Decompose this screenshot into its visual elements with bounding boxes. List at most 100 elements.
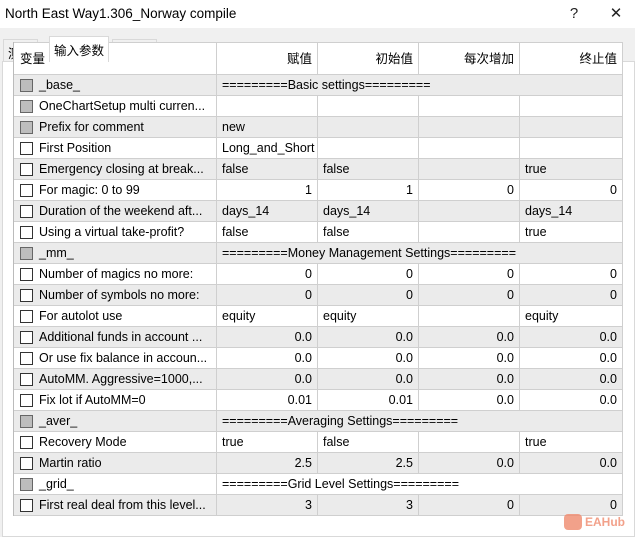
step-cell[interactable]: 0.0	[419, 369, 520, 389]
start-cell[interactable]: 0.0	[318, 348, 419, 368]
checkbox[interactable]	[20, 162, 33, 176]
checkbox[interactable]	[20, 225, 33, 239]
table-row[interactable]: Recovery Mode true false true	[14, 432, 623, 453]
table-row[interactable]: For magic: 0 to 99 1 1 0 0	[14, 180, 623, 201]
stop-cell[interactable]: 0.0	[520, 453, 623, 473]
stop-cell[interactable]: 0	[520, 285, 623, 305]
step-cell[interactable]	[419, 432, 520, 452]
value-cell[interactable]: 1	[217, 180, 318, 200]
stop-cell[interactable]: days_14	[520, 201, 623, 221]
start-cell[interactable]: 0.01	[318, 390, 419, 410]
table-row[interactable]: Martin ratio 2.5 2.5 0.0 0.0	[14, 453, 623, 474]
value-cell[interactable]: days_14	[217, 201, 318, 221]
checkbox[interactable]	[20, 456, 33, 470]
stop-cell[interactable]: 0	[520, 180, 623, 200]
checkbox[interactable]	[20, 393, 33, 407]
start-cell[interactable]: 0.0	[318, 369, 419, 389]
step-cell[interactable]	[419, 222, 520, 242]
stop-cell[interactable]	[520, 117, 623, 137]
table-row[interactable]: Or use fix balance in accoun... 0.0 0.0 0.0…	[14, 348, 623, 369]
start-cell[interactable]	[318, 117, 419, 137]
table-row[interactable]: Number of magics no more: 0 0 0 0	[14, 264, 623, 285]
step-cell[interactable]: 0.0	[419, 390, 520, 410]
start-cell[interactable]: 0	[318, 285, 419, 305]
stop-cell[interactable]: 0.0	[520, 348, 623, 368]
table-row[interactable]: Additional funds in account ... 0.0 0.0 0.0…	[14, 327, 623, 348]
close-button[interactable]: ✕	[609, 5, 623, 22]
step-cell[interactable]: 0	[419, 264, 520, 284]
table-row[interactable]: Number of symbols no more: 0 0 0 0	[14, 285, 623, 306]
value-cell[interactable]: equity	[217, 306, 318, 326]
table-row[interactable]: For autolot use equity equity equity	[14, 306, 623, 327]
checkbox[interactable]	[20, 330, 33, 344]
table-row[interactable]: AutoMM. Aggressive=1000,... 0.0 0.0 0.0 0.0	[14, 369, 623, 390]
step-cell[interactable]: 0.0	[419, 453, 520, 473]
checkbox[interactable]	[20, 309, 33, 323]
start-cell[interactable]: 1	[318, 180, 419, 200]
checkbox[interactable]	[20, 183, 33, 197]
step-cell[interactable]: 0.0	[419, 327, 520, 347]
help-button[interactable]: ?	[569, 5, 579, 22]
value-cell[interactable]: true	[217, 432, 318, 452]
col-start[interactable]: 初始值	[318, 43, 419, 74]
checkbox[interactable]	[20, 414, 33, 428]
table-row[interactable]: _aver_ =========Averaging Settings=======…	[14, 411, 623, 432]
start-cell[interactable]: false	[318, 159, 419, 179]
checkbox[interactable]	[20, 351, 33, 365]
checkbox[interactable]	[20, 204, 33, 218]
start-cell[interactable]: 0	[318, 264, 419, 284]
value-cell[interactable]	[217, 96, 318, 116]
value-cell[interactable]: 0.01	[217, 390, 318, 410]
table-row[interactable]: Using a virtual take-profit? false false tr…	[14, 222, 623, 243]
checkbox[interactable]	[20, 498, 33, 512]
table-row[interactable]: OneChartSetup multi curren...	[14, 96, 623, 117]
checkbox[interactable]	[20, 99, 33, 113]
table-row[interactable]: _base_ =========Basic settings=========	[14, 75, 623, 96]
stop-cell[interactable]: true	[520, 159, 623, 179]
col-value[interactable]: 赋值	[217, 43, 318, 74]
stop-cell[interactable]: true	[520, 432, 623, 452]
value-cell[interactable]: 0	[217, 264, 318, 284]
table-row[interactable]: Prefix for comment new	[14, 117, 623, 138]
stop-cell[interactable]: 0.0	[520, 390, 623, 410]
value-cell[interactable]: new	[217, 117, 318, 137]
step-cell[interactable]: 0.0	[419, 348, 520, 368]
stop-cell[interactable]	[520, 96, 623, 116]
start-cell[interactable]: 0.0	[318, 327, 419, 347]
stop-cell[interactable]: true	[520, 222, 623, 242]
stop-cell[interactable]: 0.0	[520, 369, 623, 389]
start-cell[interactable]	[318, 96, 419, 116]
checkbox[interactable]	[20, 267, 33, 281]
value-cell[interactable]: false	[217, 222, 318, 242]
value-cell[interactable]: 2.5	[217, 453, 318, 473]
stop-cell[interactable]	[520, 138, 623, 158]
checkbox[interactable]	[20, 435, 33, 449]
step-cell[interactable]	[419, 138, 520, 158]
step-cell[interactable]	[419, 96, 520, 116]
value-cell[interactable]: 0.0	[217, 369, 318, 389]
start-cell[interactable]: equity	[318, 306, 419, 326]
table-row[interactable]: Duration of the weekend aft... days_14 day…	[14, 201, 623, 222]
checkbox[interactable]	[20, 372, 33, 386]
col-step[interactable]: 每次增加	[419, 43, 520, 74]
step-cell[interactable]	[419, 201, 520, 221]
value-cell[interactable]: 3	[217, 495, 318, 515]
start-cell[interactable]: false	[318, 432, 419, 452]
step-cell[interactable]	[419, 117, 520, 137]
table-row[interactable]: First real deal from this level... 3 3 0 0	[14, 495, 623, 516]
col-variable[interactable]: 变量	[14, 43, 217, 74]
step-cell[interactable]	[419, 306, 520, 326]
start-cell[interactable]: days_14	[318, 201, 419, 221]
step-cell[interactable]: 0	[419, 285, 520, 305]
step-cell[interactable]	[419, 159, 520, 179]
start-cell[interactable]	[318, 138, 419, 158]
table-row[interactable]: Emergency closing at break... false false t…	[14, 159, 623, 180]
value-cell[interactable]: Long_and_Short	[217, 138, 318, 158]
value-cell[interactable]: false	[217, 159, 318, 179]
tab-inputs[interactable]: 输入参数	[49, 36, 110, 62]
checkbox[interactable]	[20, 246, 33, 260]
stop-cell[interactable]: equity	[520, 306, 623, 326]
start-cell[interactable]: 2.5	[318, 453, 419, 473]
table-row[interactable]: _mm_ =========Money Management Settings==…	[14, 243, 623, 264]
table-row[interactable]: Fix lot if AutoMM=0 0.01 0.01 0.0 0.0	[14, 390, 623, 411]
